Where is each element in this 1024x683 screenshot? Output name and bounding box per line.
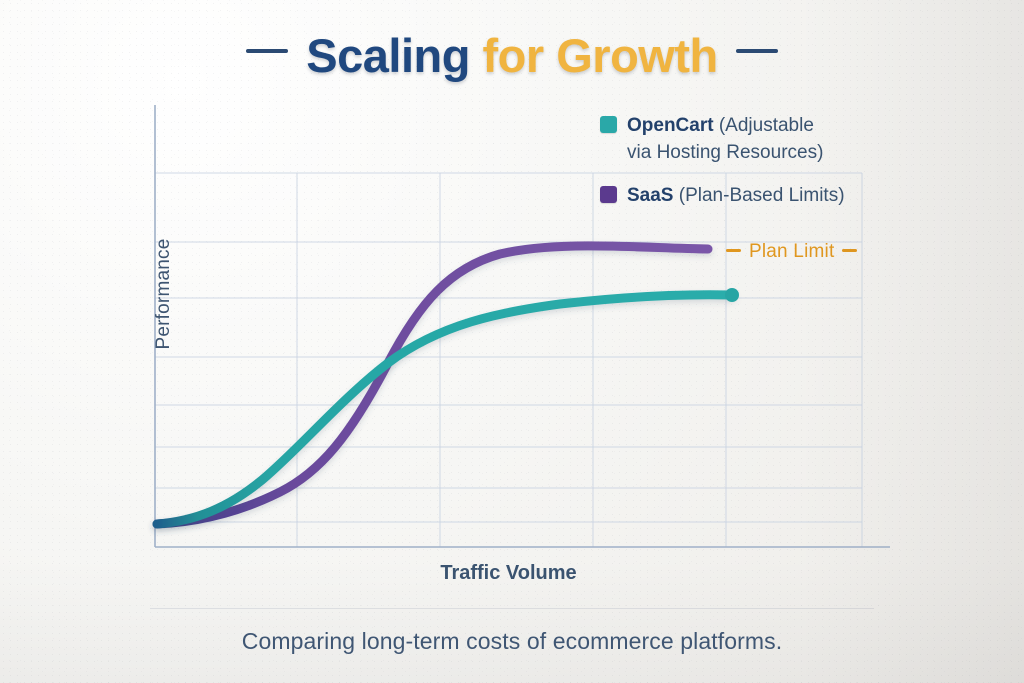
footer-caption: Comparing long-term costs of ecommerce p…	[241, 628, 783, 654]
footer-divider	[150, 608, 874, 609]
legend-opencart-line2: via Hosting Resources)	[627, 142, 824, 163]
title-rule-right	[735, 48, 778, 53]
plan-limit-dash-left	[726, 248, 741, 252]
title-part-for-growth: for Growth	[482, 29, 719, 82]
opencart-endpoint-marker	[725, 288, 739, 302]
legend-opencart-bold: OpenCart	[627, 115, 714, 136]
plan-limit-dash-right	[842, 248, 858, 252]
legend-item-saas-label: SaaS (Plan-Based Limits)	[627, 182, 845, 209]
legend-opencart-rest: (Adjustable	[713, 115, 814, 136]
legend-item-opencart-label: OpenCart (Adjustable via Hosting Resourc…	[627, 112, 823, 166]
plan-limit-annotation: Plan Limit	[718, 241, 865, 263]
legend-item-opencart[interactable]: OpenCart (Adjustable via Hosting Resourc…	[600, 112, 900, 166]
grid-vertical	[296, 173, 863, 547]
saas-swatch-icon	[600, 186, 617, 203]
page-title: Scaling for Growth	[0, 28, 1024, 83]
title-part-scaling: Scaling	[306, 29, 470, 82]
x-axis-label: Traffic Volume	[440, 562, 577, 584]
y-axis-label: Performance	[153, 238, 174, 350]
legend-item-saas[interactable]: SaaS (Plan-Based Limits)	[600, 182, 900, 209]
opencart-swatch-icon	[600, 116, 617, 133]
chart-legend: OpenCart (Adjustable via Hosting Resourc…	[600, 112, 900, 221]
title-rule-left	[246, 48, 289, 53]
legend-saas-bold: SaaS	[627, 185, 674, 206]
grid-horizontal	[155, 172, 862, 523]
plan-limit-label: Plan Limit	[749, 241, 835, 262]
legend-saas-rest: (Plan-Based Limits)	[673, 185, 845, 206]
series-line-saas	[152, 241, 713, 529]
series-line-opencart	[152, 290, 737, 529]
